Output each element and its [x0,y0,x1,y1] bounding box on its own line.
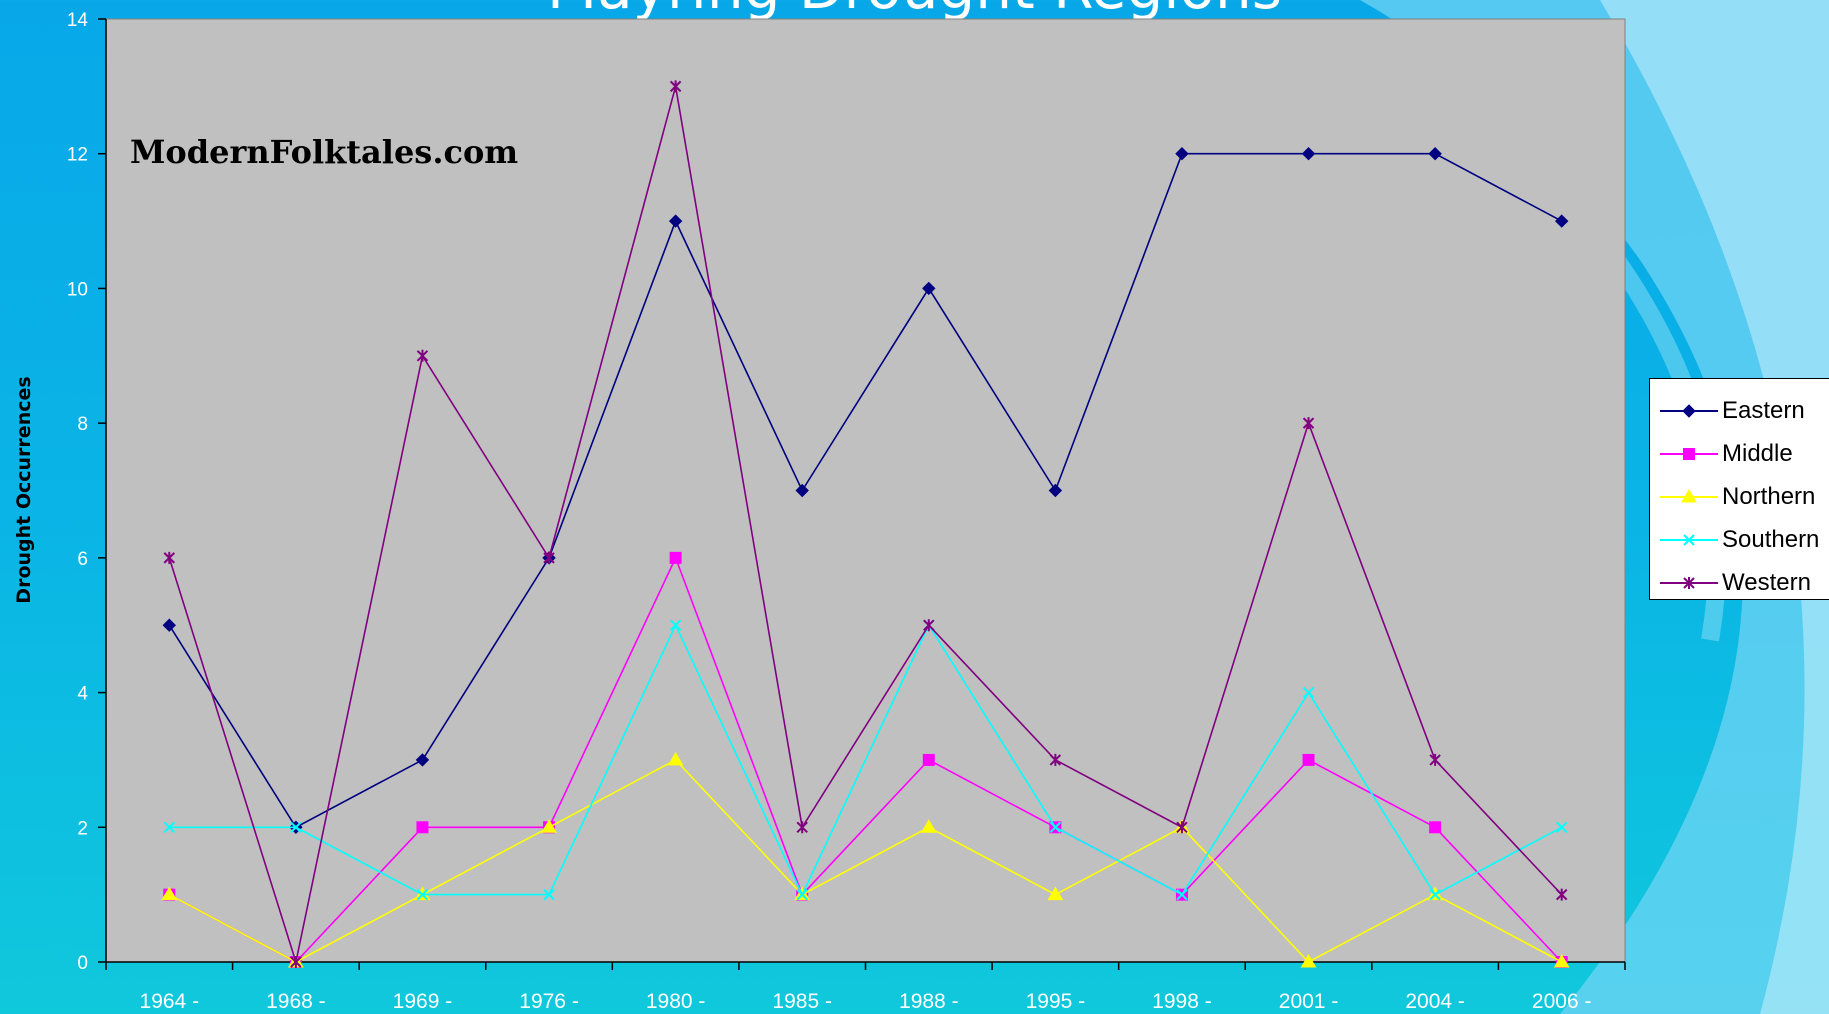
data-point [163,821,175,833]
data-point [416,821,429,834]
y-tick-label: 12 [67,145,88,166]
x-tick-label: 1995 - [1026,990,1086,1013]
legend-item-western: Western [1650,563,1829,603]
x-tick-label: 1988 - [899,990,959,1013]
watermark-text: ModernFolktales.com [130,133,518,171]
legend-item-southern: Southern [1650,520,1829,560]
data-point [290,956,302,968]
legend-swatch [1660,577,1718,589]
data-point [1048,483,1063,498]
data-point [1556,888,1568,901]
data-point [669,551,682,564]
legend-item-middle: Middle [1650,434,1829,474]
x-tick-label: 2001 - [1279,990,1339,1013]
data-point [1555,214,1569,228]
data-point [1429,821,1442,834]
x-tick-label: 1976 - [519,990,579,1013]
x-tick-label: 1964 - [140,990,200,1013]
data-point [1428,147,1442,161]
legend-label: Southern [1722,526,1820,553]
y-tick-label: 2 [77,818,88,839]
data-point [920,819,937,833]
legend-label: Northern [1722,483,1816,510]
data-point [669,80,682,93]
data-point [543,888,555,901]
series-line-western [168,86,1563,966]
series-western [163,80,1568,968]
data-point [1049,753,1062,766]
data-point [1176,888,1188,901]
series-northern [161,751,1570,968]
data-point [1176,821,1188,834]
legend-item-eastern: Eastern [1650,391,1829,431]
data-point [415,753,430,767]
series-line-eastern [168,152,1563,829]
data-point [1429,888,1441,901]
x-tick-label: 2006 - [1532,990,1592,1013]
data-point [1553,954,1570,968]
data-point [1301,147,1316,161]
data-point [1175,147,1189,161]
legend-label: Middle [1722,440,1793,467]
y-axis-label: Drought Occurrences [13,376,35,603]
data-point [1556,821,1568,833]
x-tick-label: 1998 - [1152,990,1212,1013]
data-point [922,753,935,766]
data-point [1302,417,1315,430]
data-point [669,619,682,631]
data-point [795,483,809,498]
chart-legend: Eastern Middle Northern Southern Western [1649,378,1829,600]
data-point [1681,489,1697,503]
x-tick-label: 2004 - [1405,990,1465,1013]
data-point [541,819,557,833]
legend-label: Eastern [1722,397,1805,424]
data-point [416,888,429,901]
data-point [163,551,175,564]
legend-label: Western [1722,569,1811,596]
data-point [1300,954,1317,968]
legend-swatch [1660,404,1718,418]
y-tick-label: 0 [77,953,88,974]
legend-swatch [1660,534,1718,546]
x-tick-label: 1969 - [393,990,453,1013]
data-point [290,821,302,833]
y-tick-label: 4 [77,684,88,705]
data-point [162,618,176,632]
data-point [1683,577,1695,589]
data-point [161,886,178,901]
data-point [1429,753,1441,766]
series-line-southern [169,623,1563,897]
data-point [1047,886,1064,901]
x-tick-label: 1968 - [266,990,326,1013]
legend-swatch [1660,489,1718,503]
y-tick-label: 10 [67,279,88,300]
legend-swatch [1660,448,1718,460]
data-point [1302,753,1315,766]
series-line-northern [168,758,1563,963]
legend-item-northern: Northern [1650,477,1829,517]
data-point [667,751,684,766]
data-point [1049,821,1062,833]
data-point [416,349,429,362]
data-point [1683,448,1695,460]
x-tick-label: 1980 - [646,990,706,1013]
data-point [668,214,683,228]
data-point [1682,404,1696,418]
x-tick-label: 1985 - [772,990,832,1013]
y-tick-label: 6 [77,549,88,570]
data-point [1683,534,1695,546]
y-tick-label: 14 [67,10,89,31]
data-point [543,551,555,564]
slide-title: Mayring Drought Regions [0,0,1829,20]
data-point [796,821,808,834]
series-line-middle [168,555,1563,963]
data-point [796,888,808,901]
data-point [922,281,936,296]
plot-area [105,18,1626,963]
data-point [1302,686,1315,699]
data-point [923,619,935,632]
y-tick-label: 8 [77,414,88,435]
